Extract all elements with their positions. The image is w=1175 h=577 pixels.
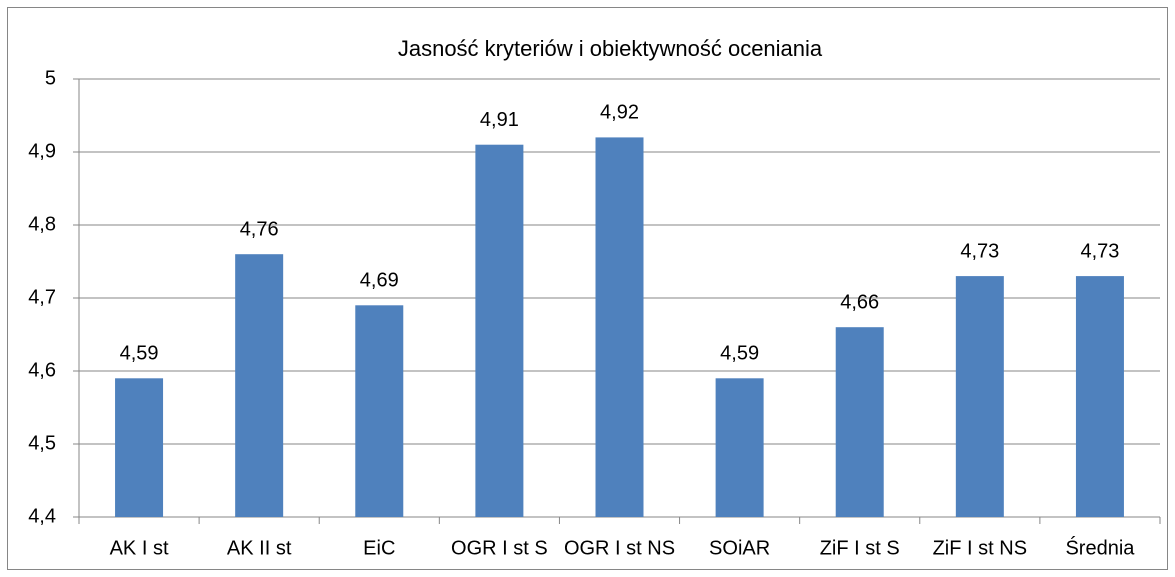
data-label: 4,59 <box>720 343 759 365</box>
bar <box>955 276 1004 517</box>
x-tick-label: ZiF I st S <box>820 537 900 559</box>
y-tick-label: 5 <box>45 67 56 89</box>
bar <box>715 378 764 517</box>
data-label: 4,73 <box>1080 240 1119 262</box>
bar <box>835 327 884 517</box>
x-tick-label: ZiF I st NS <box>933 537 1027 559</box>
bar <box>355 305 404 517</box>
chart-title: Jasność kryteriów i obiektywność ocenian… <box>398 36 823 61</box>
y-tick-label: 4,7 <box>28 286 56 308</box>
x-tick-label: OGR I st NS <box>564 537 675 559</box>
y-tick-label: 4,6 <box>28 359 56 381</box>
data-label: 4,76 <box>240 218 279 240</box>
data-label: 4,59 <box>120 343 159 365</box>
y-tick-label: 4,8 <box>28 213 56 235</box>
data-label: 4,73 <box>960 240 999 262</box>
data-label: 4,66 <box>840 291 879 313</box>
bar <box>115 378 164 517</box>
data-label: 4,92 <box>600 102 639 124</box>
x-tick-label: AK II st <box>227 537 292 559</box>
bar <box>235 254 284 517</box>
x-tick-label: Średnia <box>1065 535 1135 559</box>
bar <box>595 137 644 517</box>
bar <box>1075 276 1124 517</box>
x-tick-label: SOiAR <box>709 537 770 559</box>
data-label: 4,69 <box>360 270 399 292</box>
x-tick-label: OGR I st S <box>451 537 548 559</box>
y-tick-label: 4,9 <box>28 140 56 162</box>
y-tick-label: 4,5 <box>28 432 56 454</box>
y-tick-label: 4,4 <box>28 505 56 527</box>
data-label: 4,91 <box>480 109 519 131</box>
x-tick-label: EiC <box>363 537 395 559</box>
x-tick-label: AK I st <box>110 537 169 559</box>
bar <box>475 144 524 517</box>
